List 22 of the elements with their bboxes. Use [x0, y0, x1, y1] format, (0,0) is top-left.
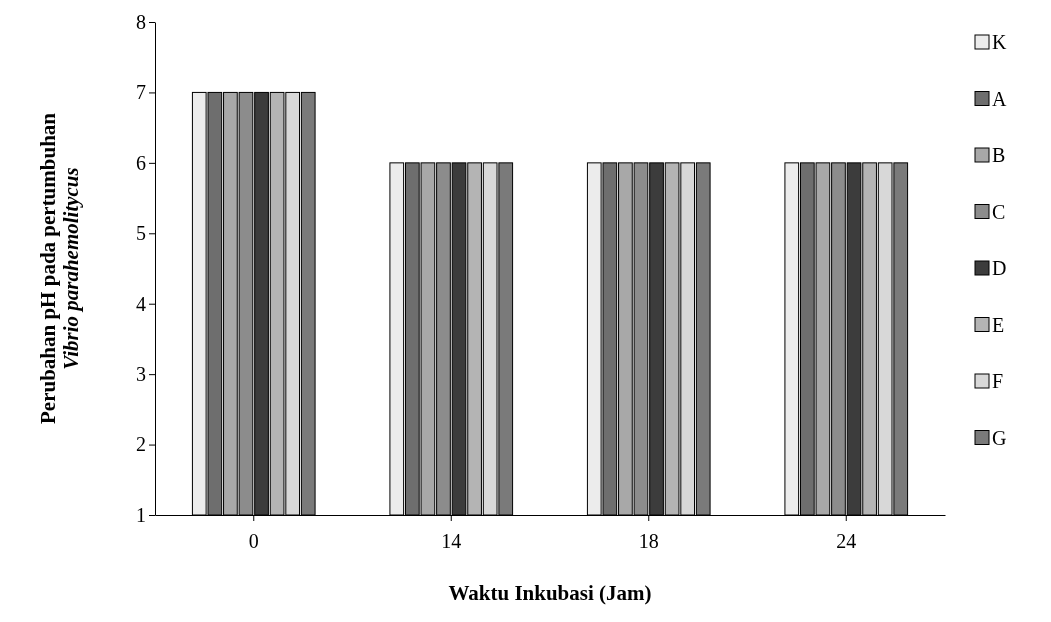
y-axis-title: Perubahan pH pada pertumbuhan Vibrio parahemolitycus: [36, 112, 84, 425]
y-tick-label: 5: [136, 222, 146, 245]
legend-label: F: [992, 370, 1004, 392]
y-tick-label: 2: [136, 433, 146, 456]
y-tick-label: 4: [136, 292, 146, 315]
legend-label: E: [992, 313, 1005, 336]
legend-label: D: [992, 257, 1007, 279]
legend-label: A: [992, 87, 1007, 110]
x-tick-label: 18: [638, 530, 659, 552]
y-tick-label: 1: [136, 503, 146, 526]
x-axis-title: Waktu Inkubasi (Jam): [448, 581, 652, 605]
legend-label: C: [992, 200, 1006, 223]
x-tick-label: 0: [248, 530, 259, 552]
x-tick-label: 14: [441, 530, 462, 552]
legend-label: B: [992, 144, 1006, 166]
x-tick-label: 24: [836, 530, 857, 552]
legend-label: G: [992, 426, 1007, 449]
y-tick-label: 3: [136, 363, 146, 386]
y-tick-label: 8: [136, 10, 146, 33]
y-tick-label: 7: [136, 81, 146, 104]
legend-label: K: [992, 31, 1007, 53]
y-tick-label: 6: [136, 151, 146, 174]
